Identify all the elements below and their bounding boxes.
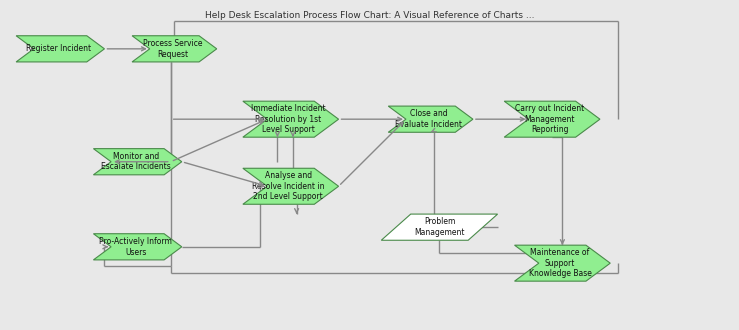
Polygon shape — [243, 101, 338, 137]
Polygon shape — [93, 234, 182, 260]
Polygon shape — [514, 245, 610, 281]
Text: Help Desk Escalation Process Flow Chart: A Visual Reference of Charts ...: Help Desk Escalation Process Flow Chart:… — [205, 11, 534, 20]
Polygon shape — [93, 148, 182, 175]
Polygon shape — [16, 36, 104, 62]
Text: Process Service
Request: Process Service Request — [143, 39, 202, 58]
Polygon shape — [381, 214, 497, 240]
Text: Pro-Actively Inform
Users: Pro-Actively Inform Users — [99, 237, 172, 256]
Text: Carry out Incident
Management
Reporting: Carry out Incident Management Reporting — [515, 104, 585, 134]
Text: Monitor and
Escalate Incidents: Monitor and Escalate Incidents — [101, 152, 171, 171]
Polygon shape — [243, 168, 338, 204]
Text: Problem
Management: Problem Management — [414, 217, 465, 237]
Polygon shape — [504, 101, 600, 137]
Text: Register Incident: Register Incident — [26, 44, 91, 53]
Text: Analyse and
Resolve Incident in
2nd Level Support: Analyse and Resolve Incident in 2nd Leve… — [252, 171, 324, 201]
Text: Maintenance of
Support
Knowledge Base: Maintenance of Support Knowledge Base — [528, 248, 591, 278]
Text: Immediate Incident
Resolution by 1st
Level Support: Immediate Incident Resolution by 1st Lev… — [251, 104, 326, 134]
Text: Close and
Evaluate Incident: Close and Evaluate Incident — [395, 110, 463, 129]
Polygon shape — [132, 36, 217, 62]
Polygon shape — [388, 106, 473, 132]
